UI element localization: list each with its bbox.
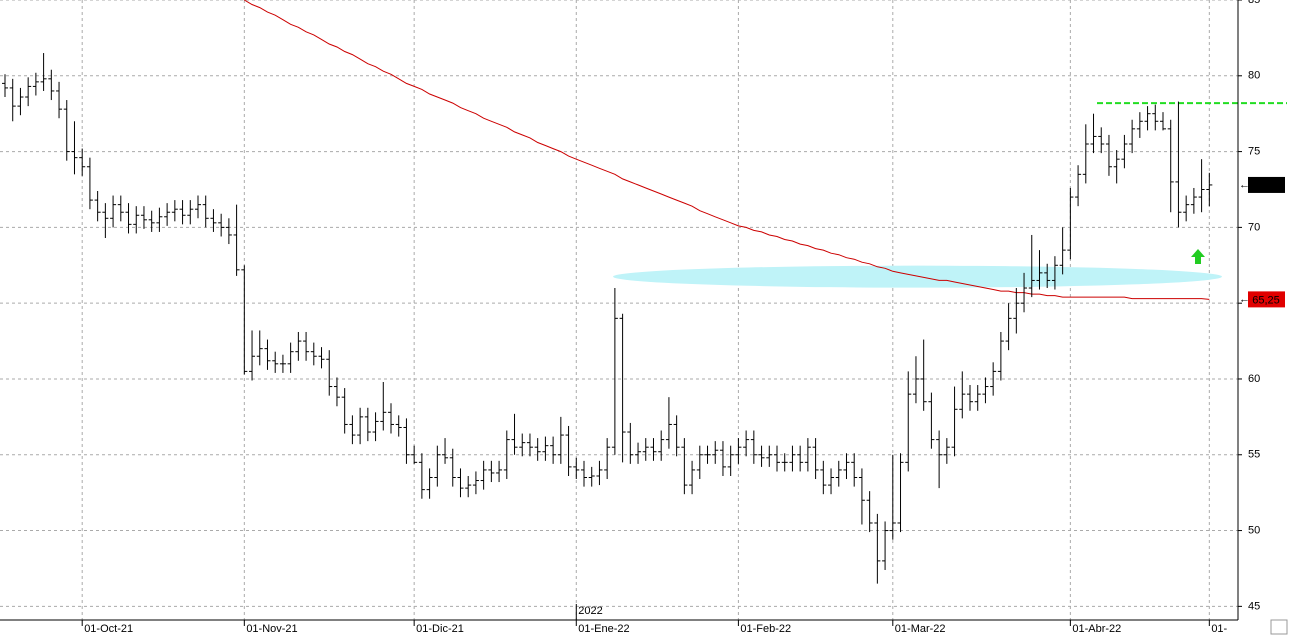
x-tick-label: 01-Abr-22	[1072, 623, 1121, 635]
y-tick-label: 70	[1248, 221, 1260, 233]
x-tick-label: 01-Oct-21	[84, 623, 133, 635]
price-box	[1248, 176, 1285, 193]
price-arrow-mark: ←	[1239, 179, 1250, 191]
y-tick-label: 45	[1248, 600, 1260, 612]
y-tick-label: 80	[1248, 70, 1260, 82]
up-arrow	[1191, 249, 1205, 264]
price-label: 65,25	[1252, 294, 1280, 306]
price-box	[1248, 291, 1285, 308]
y-tick-label: 85	[1248, 0, 1260, 6]
year-label: 2022	[578, 605, 602, 617]
moving-average	[244, 0, 1210, 300]
price-arrow-mark: ←	[1239, 293, 1250, 305]
y-tick-label: 55	[1248, 449, 1260, 461]
x-tick-label: 01-Dic-21	[416, 623, 464, 635]
x-tick-label: 01-Nov-21	[246, 623, 297, 635]
y-tick-label: 50	[1248, 524, 1260, 536]
x-tick-label: 01-Mar-22	[895, 623, 946, 635]
x-tick-label: 01-Ene-22	[578, 623, 629, 635]
y-tick-label: 60	[1248, 373, 1260, 385]
y-tick-label: 75	[1248, 145, 1260, 157]
corner-icon[interactable]	[1270, 619, 1288, 635]
x-tick-label: 01-Feb-22	[740, 623, 791, 635]
x-tick-label: 01-	[1211, 623, 1227, 635]
